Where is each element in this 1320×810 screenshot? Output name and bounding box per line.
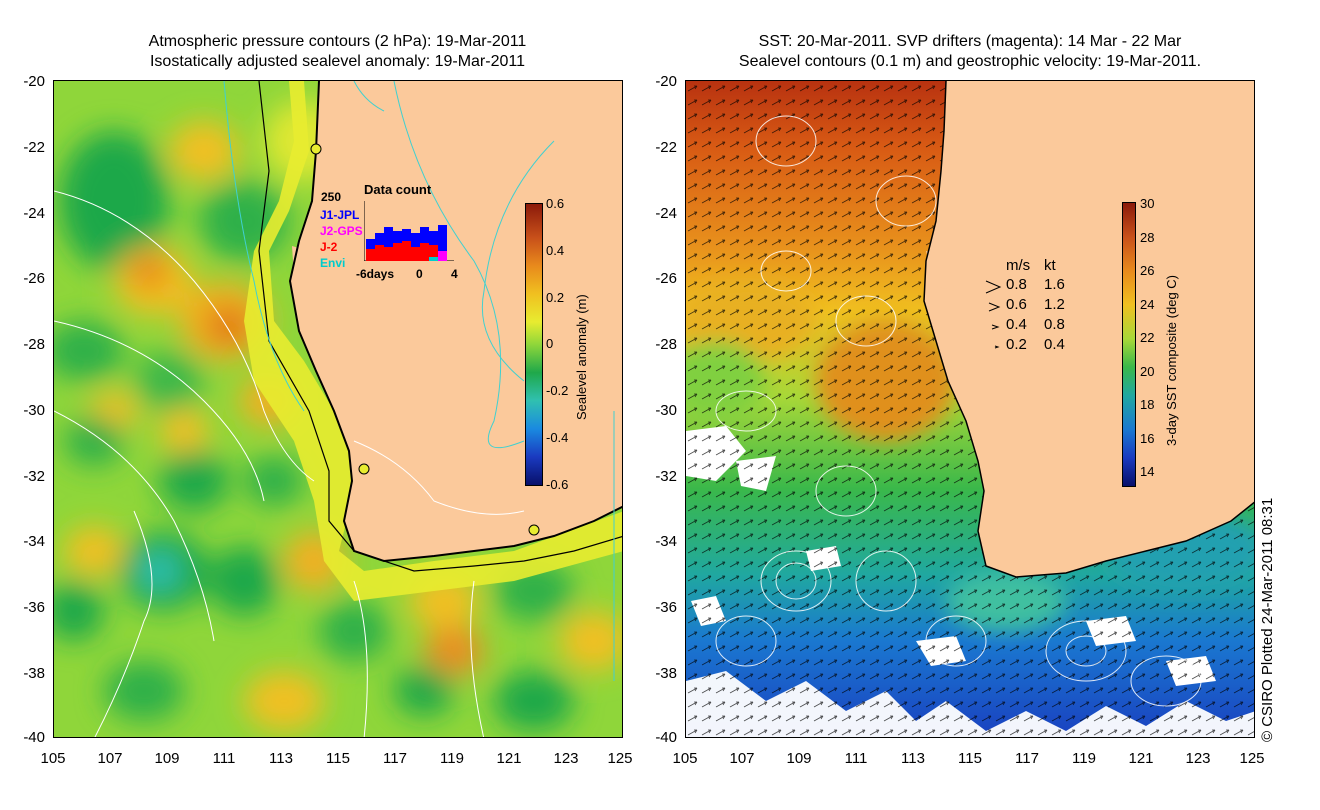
lat-tick-label: -32: [23, 468, 45, 485]
velocity-row-kt: 0.4: [1044, 336, 1065, 353]
lat-tick-label: -32: [655, 468, 677, 485]
cb-left-tick: 0: [546, 336, 554, 351]
lat-tick-label: -30: [23, 402, 45, 419]
cb-right-tick: 14: [1140, 464, 1155, 479]
lat-tick-label: -28: [23, 336, 45, 353]
lat-tick-label: -26: [23, 270, 45, 287]
cb-right-tick: 22: [1140, 330, 1155, 345]
lat-tick-label: -20: [23, 73, 45, 90]
data-count-title: Data count: [364, 182, 432, 197]
lat-tick-label: -38: [23, 665, 45, 682]
velocity-row-ms: 0.8: [1006, 276, 1027, 293]
lat-tick-label: -34: [655, 533, 677, 550]
velocity-header-ms: m/s: [1006, 257, 1031, 274]
lat-tick-label: -24: [23, 205, 45, 222]
right-title-line2: Sealevel contours (0.1 m) and geostrophi…: [738, 53, 1202, 70]
cb-left-tick: 0.4: [546, 243, 565, 258]
lon-tick-label: 113: [901, 750, 925, 767]
lat-tick-label: -30: [655, 402, 677, 419]
lat-tick-label: -38: [655, 665, 677, 682]
lon-tick-label: 105: [672, 750, 698, 767]
velocity-row-ms: 0.2: [1006, 336, 1027, 353]
lat-tick-label: -28: [655, 336, 677, 353]
sealevel-anomaly-map: 250 Data count J1-JPL J2-GPS J-2 Envi -6…: [53, 80, 623, 738]
credit-text: © CSIRO Plotted 24-Mar-2011 08:31: [1259, 497, 1276, 742]
cb-right-tick: 18: [1140, 397, 1155, 412]
data-count-ymax: 250: [321, 190, 342, 204]
lat-tick-label: -24: [655, 205, 677, 222]
legend-envi: Envi: [320, 256, 346, 270]
sealevel-colorbar-title: Sealevel anomaly (m): [574, 294, 589, 420]
sst-colorbar: [1122, 202, 1136, 487]
lon-tick-label: 121: [1128, 750, 1154, 767]
lon-tick-label: 117: [383, 750, 407, 767]
lat-tick-label: -22: [23, 139, 45, 156]
lon-tick-label: 125: [607, 750, 633, 767]
velocity-row-kt: 1.6: [1044, 276, 1065, 293]
velocity-row-ms: 0.6: [1006, 296, 1027, 313]
legend-j2-gps: J2-GPS: [320, 224, 363, 238]
lon-tick-label: 119: [1072, 750, 1096, 767]
lon-tick-label: 119: [440, 750, 464, 767]
data-count-x-start: -6days: [356, 267, 395, 281]
velocity-legend: m/s kt 0.8 1.6 0.6 1.2 0.4 0.8 0.2 0.4: [985, 257, 1096, 353]
lon-tick-label: 105: [40, 750, 66, 767]
velocity-row-kt: 1.2: [1044, 296, 1065, 313]
left-title-line1: Atmospheric pressure contours (2 hPa): 1…: [148, 33, 527, 50]
lon-tick-label: 115: [958, 750, 982, 767]
sst-colorbar-title: 3-day SST composite (deg C): [1164, 275, 1179, 446]
cb-left-tick: -0.2: [546, 383, 569, 398]
lon-tick-label: 107: [729, 750, 755, 767]
velocity-row-kt: 0.8: [1044, 316, 1065, 333]
lon-tick-label: 123: [1185, 750, 1211, 767]
right-title-line1: SST: 20-Mar-2011. SVP drifters (magenta)…: [758, 33, 1182, 50]
cb-right-tick: 26: [1140, 263, 1155, 278]
lat-tick-label: -40: [655, 729, 677, 746]
lon-tick-label: 111: [212, 750, 236, 767]
sealevel-colorbar: [525, 203, 543, 486]
velocity-header-kt: kt: [1044, 257, 1056, 274]
lon-tick-label: 125: [1239, 750, 1265, 767]
lon-tick-label: 115: [326, 750, 350, 767]
lat-tick-label: -22: [655, 139, 677, 156]
cb-right-tick: 20: [1140, 364, 1155, 379]
data-count-bars: [364, 201, 454, 261]
cb-left-tick: 0.6: [546, 196, 565, 211]
lon-tick-label: 117: [1015, 750, 1039, 767]
lon-tick-label: 109: [786, 750, 812, 767]
lat-tick-label: -36: [23, 599, 45, 616]
lat-tick-label: -36: [655, 599, 677, 616]
lat-tick-label: -40: [23, 729, 45, 746]
lon-tick-label: 109: [154, 750, 180, 767]
cb-right-tick: 28: [1140, 230, 1155, 245]
lon-tick-label: 107: [97, 750, 123, 767]
legend-j1-jpl: J1-JPL: [320, 208, 360, 222]
data-count-x-end: 4: [451, 267, 458, 281]
lat-tick-label: -20: [655, 73, 677, 90]
lon-tick-label: 121: [496, 750, 522, 767]
cb-left-tick: 0.2: [546, 290, 565, 305]
data-count-x-zero: 0: [416, 267, 423, 281]
data-count-inset: 250 Data count J1-JPL J2-GPS J-2 Envi -6…: [316, 179, 466, 299]
lat-tick-label: -26: [655, 270, 677, 287]
lat-tick-label: -34: [23, 533, 45, 550]
sst-map: m/s kt 0.8 1.6 0.6 1.2 0.4 0.8 0.2 0.4: [685, 80, 1255, 738]
lon-tick-label: 111: [844, 750, 868, 767]
velocity-row-ms: 0.4: [1006, 316, 1027, 333]
cb-right-tick: 24: [1140, 297, 1155, 312]
cb-right-tick: 16: [1140, 431, 1155, 446]
cb-left-tick: -0.6: [546, 477, 569, 492]
legend-j2: J-2: [320, 240, 338, 254]
velocity-scale-arrows: [985, 280, 1002, 349]
left-title-line2: Isostatically adjusted sealevel anomaly:…: [149, 53, 525, 70]
cb-right-tick: 30: [1140, 196, 1155, 211]
cb-left-tick: -0.4: [546, 430, 569, 445]
lon-tick-label: 123: [553, 750, 579, 767]
lon-tick-label: 113: [269, 750, 293, 767]
